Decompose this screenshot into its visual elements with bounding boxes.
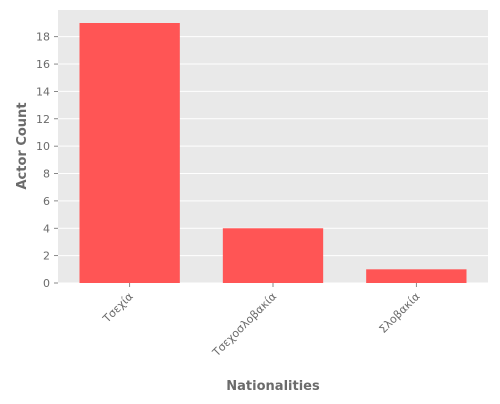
y-tick-label: 4 bbox=[43, 222, 50, 235]
y-axis-label: Actor Count bbox=[15, 102, 30, 189]
x-tick-label: Τσεχία bbox=[100, 290, 136, 326]
bars bbox=[79, 23, 467, 283]
bar bbox=[79, 23, 180, 283]
y-tick-label: 6 bbox=[43, 195, 50, 208]
y-tick-label: 8 bbox=[43, 168, 50, 181]
y-tick-label: 10 bbox=[36, 140, 50, 153]
x-tick-label: Τσεχοσλοβακία bbox=[209, 290, 279, 360]
x-axis-label: Nationalities bbox=[226, 379, 320, 394]
y-tick-labels: 0 2 4 6 8 10 12 14 16 18 bbox=[36, 31, 58, 290]
y-tick-label: 16 bbox=[36, 58, 50, 71]
x-tick-labels: Τσεχία Τσεχοσλοβακία Σλοβακία bbox=[100, 283, 423, 360]
y-tick-label: 14 bbox=[36, 85, 50, 98]
y-tick-label: 2 bbox=[43, 250, 50, 263]
x-tick-label: Σλοβακία bbox=[377, 290, 423, 336]
bar bbox=[366, 269, 467, 283]
y-tick-label: 0 bbox=[43, 277, 50, 290]
y-tick-label: 18 bbox=[36, 31, 50, 44]
y-tick-label: 12 bbox=[36, 113, 50, 126]
bar bbox=[222, 228, 324, 283]
